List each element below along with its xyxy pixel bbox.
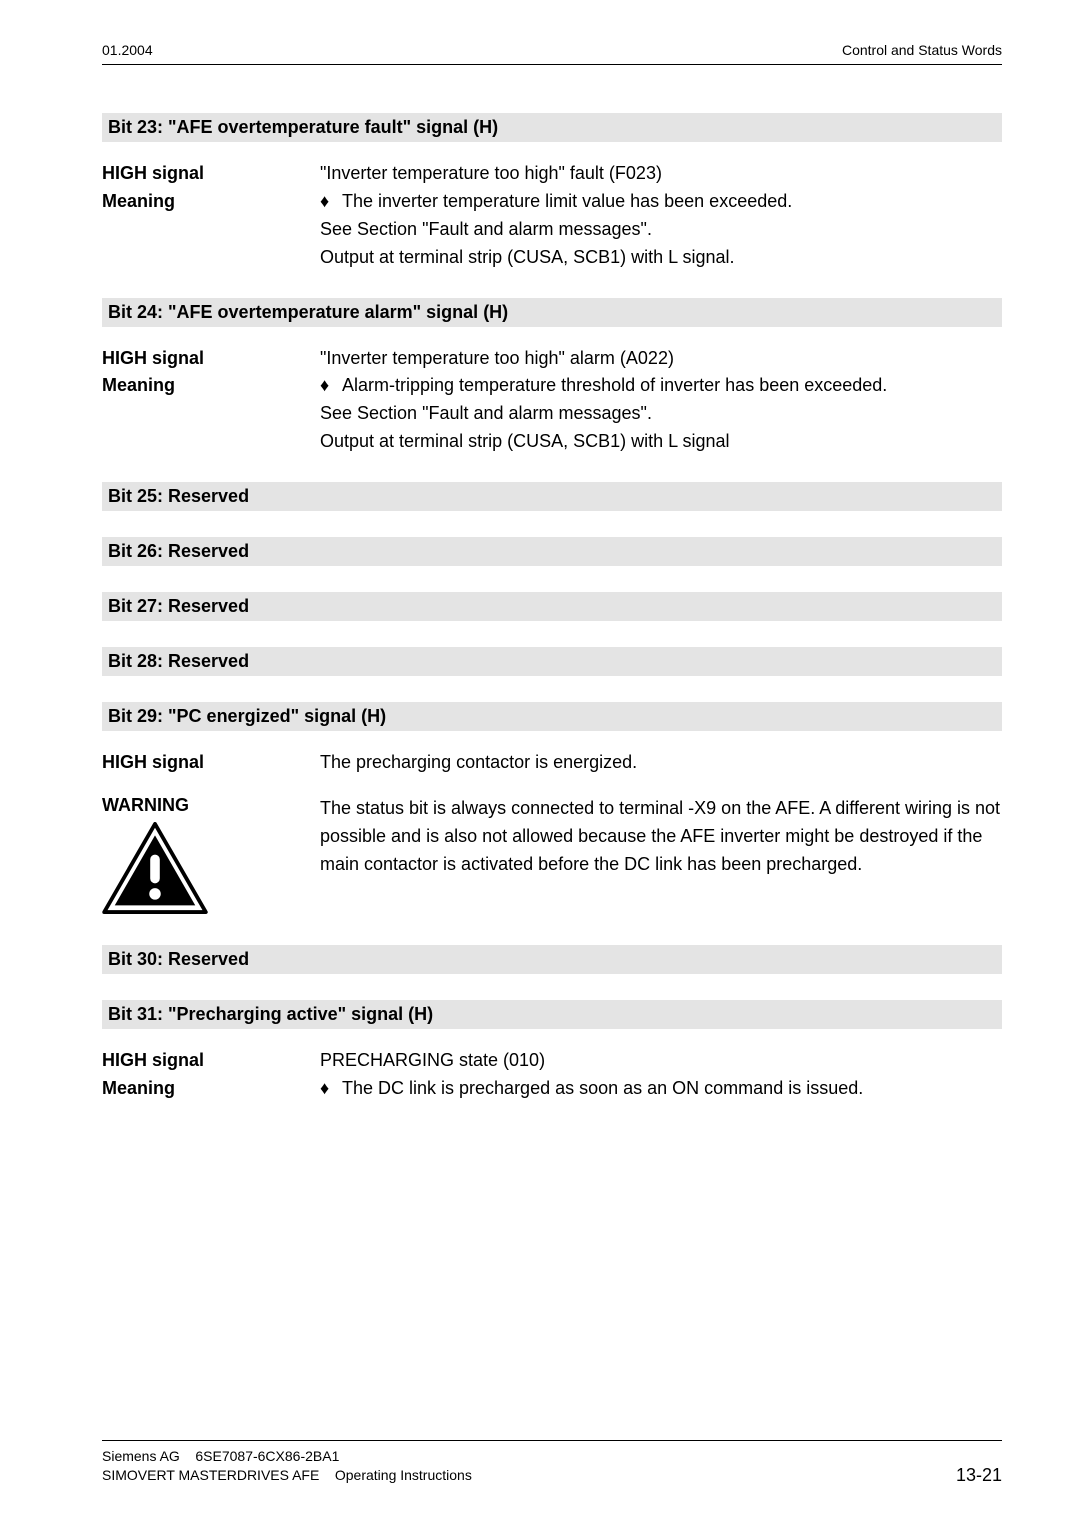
bit31-bullet: The DC link is precharged as soon as an … xyxy=(342,1075,863,1103)
bit24-content: "Inverter temperature too high" alarm (A… xyxy=(320,345,1002,457)
bullet-icon: ♦ xyxy=(320,188,342,216)
bit24-high-label: HIGH signal xyxy=(102,345,320,373)
bit28-heading: Bit 28: Reserved xyxy=(102,647,1002,676)
bit26-heading: Bit 26: Reserved xyxy=(102,537,1002,566)
bit31-high-label: HIGH signal xyxy=(102,1047,320,1075)
bit27-heading: Bit 27: Reserved xyxy=(102,592,1002,621)
bit23-line3: Output at terminal strip (CUSA, SCB1) wi… xyxy=(320,244,1002,272)
bit24-meaning-label: Meaning xyxy=(102,372,320,400)
bit23-high-label: HIGH signal xyxy=(102,160,320,188)
bit25-heading: Bit 25: Reserved xyxy=(102,482,1002,511)
bit23-content: "Inverter temperature too high" fault (F… xyxy=(320,160,1002,272)
bit24-high-text: "Inverter temperature too high" alarm (A… xyxy=(320,345,1002,373)
bit29-warning-label: WARNING xyxy=(102,795,320,816)
bit29-heading: Bit 29: "PC energized" signal (H) xyxy=(102,702,1002,731)
bullet-icon: ♦ xyxy=(320,372,342,400)
bit24-labels: HIGH signal Meaning xyxy=(102,345,320,457)
bit24-block: HIGH signal Meaning "Inverter temperatur… xyxy=(102,345,1002,457)
bit23-labels: HIGH signal Meaning xyxy=(102,160,320,272)
bullet-icon: ♦ xyxy=(320,1075,342,1103)
bit24-line3: Output at terminal strip (CUSA, SCB1) wi… xyxy=(320,428,1002,456)
page-header: 01.2004 Control and Status Words xyxy=(102,42,1002,65)
bit29-warning-label-col: WARNING xyxy=(102,795,320,919)
bit31-block: HIGH signal Meaning PRECHARGING state (0… xyxy=(102,1047,1002,1103)
header-right: Control and Status Words xyxy=(842,42,1002,58)
bit23-block: HIGH signal Meaning "Inverter temperatur… xyxy=(102,160,1002,272)
footer-page: 13-21 xyxy=(956,1465,1002,1486)
bit23-bullet: The inverter temperature limit value has… xyxy=(342,188,792,216)
bit23-high-text: "Inverter temperature too high" fault (F… xyxy=(320,160,1002,188)
page-footer: Siemens AG 6SE7087-6CX86-2BA1 SIMOVERT M… xyxy=(102,1440,1002,1486)
bit31-heading: Bit 31: "Precharging active" signal (H) xyxy=(102,1000,1002,1029)
footer-line2: SIMOVERT MASTERDRIVES AFE Operating Inst… xyxy=(102,1466,472,1486)
bit29-high-row: HIGH signal The precharging contactor is… xyxy=(102,749,1002,777)
bit29-warning-text: The status bit is always connected to te… xyxy=(320,795,1002,879)
bit30-heading: Bit 30: Reserved xyxy=(102,945,1002,974)
bit24-line2: See Section "Fault and alarm messages". xyxy=(320,400,1002,428)
bit23-bullet-line: ♦ The inverter temperature limit value h… xyxy=(320,188,1002,216)
bit31-bullet-line: ♦ The DC link is precharged as soon as a… xyxy=(320,1075,1002,1103)
footer-left: Siemens AG 6SE7087-6CX86-2BA1 SIMOVERT M… xyxy=(102,1447,472,1486)
bit24-heading: Bit 24: "AFE overtemperature alarm" sign… xyxy=(102,298,1002,327)
bit29-warning-row: WARNING The status bit is always connect… xyxy=(102,795,1002,919)
bit24-bullet-line: ♦ Alarm-tripping temperature threshold o… xyxy=(320,372,1002,400)
header-left: 01.2004 xyxy=(102,42,153,58)
bit23-heading: Bit 23: "AFE overtemperature fault" sign… xyxy=(102,113,1002,142)
bit31-high-text: PRECHARGING state (010) xyxy=(320,1047,1002,1075)
bit29-high-text: The precharging contactor is energized. xyxy=(320,749,1002,777)
bit29-high-label: HIGH signal xyxy=(102,749,320,777)
footer-line1: Siemens AG 6SE7087-6CX86-2BA1 xyxy=(102,1447,472,1467)
bit23-meaning-label: Meaning xyxy=(102,188,320,216)
bit24-bullet: Alarm-tripping temperature threshold of … xyxy=(342,372,887,400)
bit23-line2: See Section "Fault and alarm messages". xyxy=(320,216,1002,244)
warning-triangle-icon xyxy=(102,822,208,914)
bit31-content: PRECHARGING state (010) ♦ The DC link is… xyxy=(320,1047,1002,1103)
bit31-meaning-label: Meaning xyxy=(102,1075,320,1103)
bit31-labels: HIGH signal Meaning xyxy=(102,1047,320,1103)
